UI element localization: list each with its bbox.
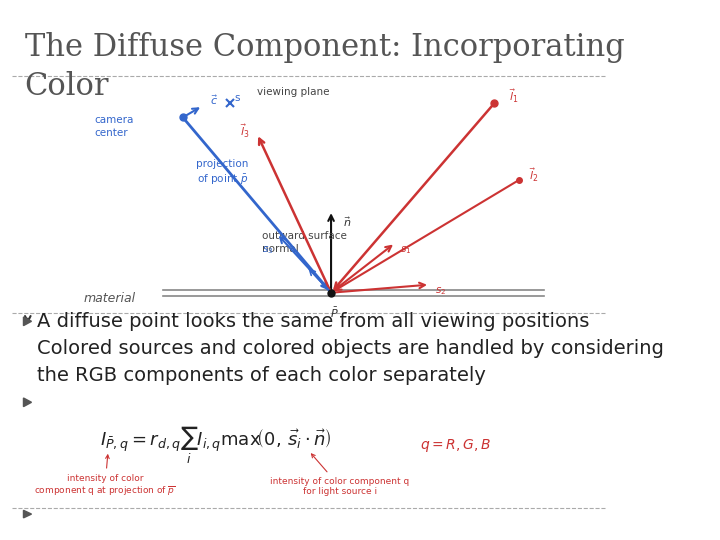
Text: intensity of color
component q at projection of $\overline{p}$: intensity of color component q at projec… xyxy=(35,455,176,498)
Polygon shape xyxy=(24,317,32,326)
Text: $s_3$: $s_3$ xyxy=(262,244,274,255)
Text: Colored sources and colored objects are handled by considering
the RGB component: Colored sources and colored objects are … xyxy=(37,339,664,384)
Text: $\vec{l}_1$: $\vec{l}_1$ xyxy=(509,87,518,105)
Text: $s_1$: $s_1$ xyxy=(400,244,412,255)
Text: material: material xyxy=(84,292,136,305)
Polygon shape xyxy=(24,510,32,518)
Text: A diffuse point looks the same from all viewing positions: A diffuse point looks the same from all … xyxy=(37,312,590,331)
Text: outward surface
normal: outward surface normal xyxy=(262,231,347,254)
Text: viewing plane: viewing plane xyxy=(257,87,330,97)
Text: $\vec{n}$: $\vec{n}$ xyxy=(343,215,352,229)
Text: $\vec{l}_3$: $\vec{l}_3$ xyxy=(240,123,249,140)
Text: projection
of point $\bar{p}$: projection of point $\bar{p}$ xyxy=(196,159,248,187)
Text: The Diffuse Component: Incorporating
Color: The Diffuse Component: Incorporating Col… xyxy=(24,32,624,102)
Text: $I_{\bar{P},q} = r_{d,q} \sum_{i} I_{i,q} \max\!\left(0,\,\vec{s}_i\cdot\vec{n}\: $I_{\bar{P},q} = r_{d,q} \sum_{i} I_{i,q… xyxy=(100,425,332,466)
Text: intensity of color component q
for light source i: intensity of color component q for light… xyxy=(270,454,410,496)
Text: camera
center: camera center xyxy=(94,115,133,138)
Text: $\vec{c}$: $\vec{c}$ xyxy=(210,93,218,107)
Text: $q=R,G,B$: $q=R,G,B$ xyxy=(420,437,491,454)
Text: s: s xyxy=(235,93,240,103)
Text: $\bar{P}$: $\bar{P}$ xyxy=(330,306,338,320)
Text: $s_2$: $s_2$ xyxy=(435,286,446,298)
Polygon shape xyxy=(24,398,32,407)
Text: $\vec{l}_2$: $\vec{l}_2$ xyxy=(528,167,539,184)
